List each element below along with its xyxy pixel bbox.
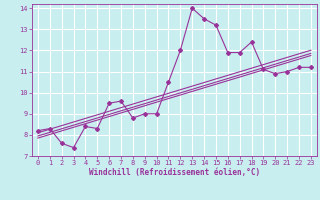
X-axis label: Windchill (Refroidissement éolien,°C): Windchill (Refroidissement éolien,°C): [89, 168, 260, 177]
